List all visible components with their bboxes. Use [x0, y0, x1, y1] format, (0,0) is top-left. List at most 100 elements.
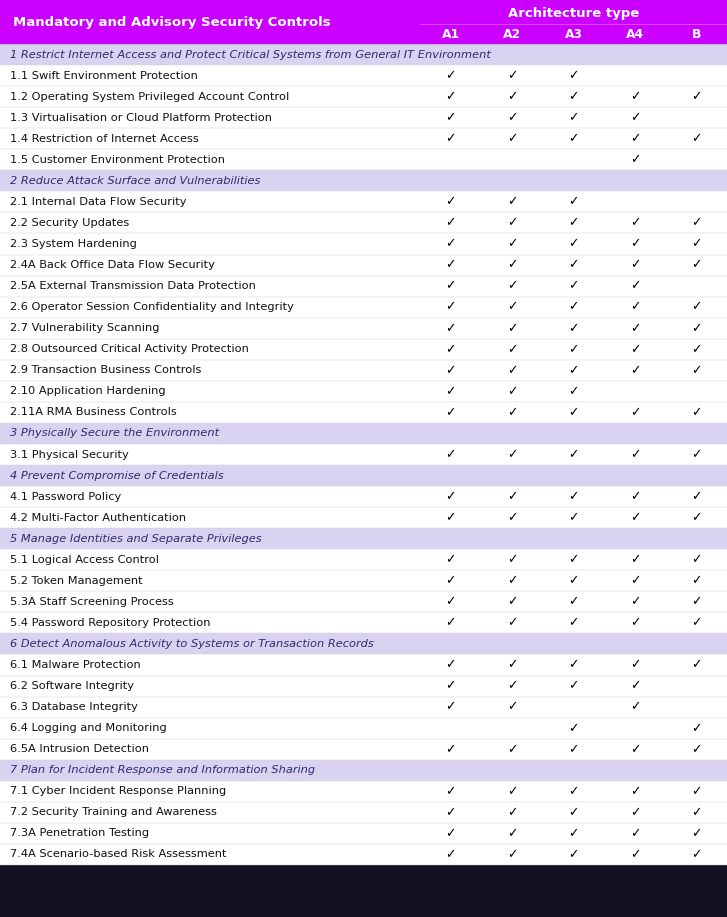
Text: A4: A4: [626, 28, 644, 41]
Bar: [0, 86, 727, 107]
Text: ✓: ✓: [569, 301, 579, 314]
Text: ✓: ✓: [569, 616, 579, 629]
Bar: [0, 213, 727, 234]
Text: ✓: ✓: [507, 679, 518, 692]
Text: 6 Detect Anomalous Activity to Systems or Transaction Records: 6 Detect Anomalous Activity to Systems o…: [10, 639, 374, 649]
Text: 2.4A Back Office Data Flow Security: 2.4A Back Office Data Flow Security: [10, 260, 215, 270]
Text: ✓: ✓: [569, 511, 579, 525]
Text: ✓: ✓: [507, 111, 518, 124]
Text: ✓: ✓: [691, 658, 702, 671]
Text: 7.4A Scenario-based Risk Assessment: 7.4A Scenario-based Risk Assessment: [10, 849, 227, 859]
Text: ✓: ✓: [507, 806, 518, 819]
Text: 6.5A Intrusion Detection: 6.5A Intrusion Detection: [10, 745, 149, 754]
Bar: [0, 338, 727, 359]
Text: ✓: ✓: [630, 364, 640, 377]
Text: ✓: ✓: [691, 132, 702, 145]
Text: ✓: ✓: [507, 553, 518, 567]
Text: ✓: ✓: [507, 322, 518, 335]
Text: 7.2 Security Training and Awareness: 7.2 Security Training and Awareness: [10, 807, 217, 817]
Text: ✓: ✓: [507, 574, 518, 587]
Text: ✓: ✓: [507, 69, 518, 83]
Text: 5.3A Staff Screening Process: 5.3A Staff Screening Process: [10, 597, 174, 607]
Text: 2 Reduce Attack Surface and Vulnerabilities: 2 Reduce Attack Surface and Vulnerabilit…: [10, 176, 260, 186]
Text: ✓: ✓: [569, 658, 579, 671]
Text: ✓: ✓: [691, 364, 702, 377]
Text: ✓: ✓: [507, 616, 518, 629]
Text: ✓: ✓: [507, 406, 518, 419]
Text: 7.1 Cyber Incident Response Planning: 7.1 Cyber Incident Response Planning: [10, 786, 226, 796]
Bar: [0, 296, 727, 317]
Text: ✓: ✓: [446, 658, 456, 671]
Text: ✓: ✓: [691, 722, 702, 735]
Text: ✓: ✓: [630, 553, 640, 567]
Text: ✓: ✓: [446, 785, 456, 798]
Text: 2.1 Internal Data Flow Security: 2.1 Internal Data Flow Security: [10, 197, 187, 207]
Bar: [0, 107, 727, 128]
Text: 3.1 Physical Security: 3.1 Physical Security: [10, 449, 129, 459]
Text: ✓: ✓: [691, 616, 702, 629]
Text: ✓: ✓: [691, 595, 702, 608]
Text: ✓: ✓: [507, 785, 518, 798]
Text: ✓: ✓: [507, 511, 518, 525]
Text: ✓: ✓: [630, 406, 640, 419]
Text: ✓: ✓: [569, 132, 579, 145]
Text: ✓: ✓: [569, 111, 579, 124]
Bar: [0, 844, 727, 865]
Bar: [0, 359, 727, 381]
Bar: [0, 0, 727, 44]
Text: ✓: ✓: [630, 511, 640, 525]
Text: ✓: ✓: [446, 259, 456, 271]
Text: ✓: ✓: [569, 595, 579, 608]
Text: ✓: ✓: [507, 595, 518, 608]
Text: B: B: [691, 28, 701, 41]
Text: ✓: ✓: [630, 574, 640, 587]
Bar: [0, 549, 727, 570]
Bar: [0, 402, 727, 423]
Bar: [0, 760, 727, 780]
Text: ✓: ✓: [569, 679, 579, 692]
Text: ✓: ✓: [507, 701, 518, 713]
Text: ✓: ✓: [446, 343, 456, 356]
Bar: [0, 255, 727, 276]
Text: 4.2 Multi-Factor Authentication: 4.2 Multi-Factor Authentication: [10, 513, 186, 523]
Text: ✓: ✓: [630, 322, 640, 335]
Text: 1.3 Virtualisation or Cloud Platform Protection: 1.3 Virtualisation or Cloud Platform Pro…: [10, 113, 272, 123]
Bar: [0, 465, 727, 486]
Bar: [0, 865, 727, 917]
Text: ✓: ✓: [507, 259, 518, 271]
Bar: [0, 317, 727, 338]
Text: ✓: ✓: [691, 827, 702, 840]
Bar: [0, 507, 727, 528]
Text: ✓: ✓: [630, 827, 640, 840]
Text: 7.3A Penetration Testing: 7.3A Penetration Testing: [10, 828, 149, 838]
Text: 6.1 Malware Protection: 6.1 Malware Protection: [10, 660, 141, 670]
Text: Architecture type: Architecture type: [508, 6, 639, 19]
Text: ✓: ✓: [569, 385, 579, 398]
Text: 2.8 Outsourced Critical Activity Protection: 2.8 Outsourced Critical Activity Protect…: [10, 344, 249, 354]
Text: ✓: ✓: [630, 616, 640, 629]
Text: ✓: ✓: [569, 195, 579, 208]
Text: ✓: ✓: [507, 343, 518, 356]
Text: ✓: ✓: [569, 90, 579, 103]
Bar: [0, 780, 727, 801]
Text: 5 Manage Identities and Separate Privileges: 5 Manage Identities and Separate Privile…: [10, 534, 262, 544]
Text: ✓: ✓: [507, 743, 518, 756]
Text: ✓: ✓: [691, 259, 702, 271]
Text: ✓: ✓: [630, 111, 640, 124]
Text: ✓: ✓: [569, 259, 579, 271]
Text: ✓: ✓: [691, 511, 702, 525]
Text: ✓: ✓: [446, 385, 456, 398]
Text: 1.5 Customer Environment Protection: 1.5 Customer Environment Protection: [10, 155, 225, 165]
Text: ✓: ✓: [691, 806, 702, 819]
Text: ✓: ✓: [569, 848, 579, 861]
Text: ✓: ✓: [691, 553, 702, 567]
Text: ✓: ✓: [507, 385, 518, 398]
Bar: [0, 149, 727, 171]
Bar: [0, 528, 727, 549]
Text: ✓: ✓: [507, 490, 518, 503]
Text: ✓: ✓: [446, 848, 456, 861]
Text: ✓: ✓: [691, 90, 702, 103]
Text: 1.4 Restriction of Internet Access: 1.4 Restriction of Internet Access: [10, 134, 198, 144]
Text: ✓: ✓: [630, 132, 640, 145]
Text: ✓: ✓: [569, 364, 579, 377]
